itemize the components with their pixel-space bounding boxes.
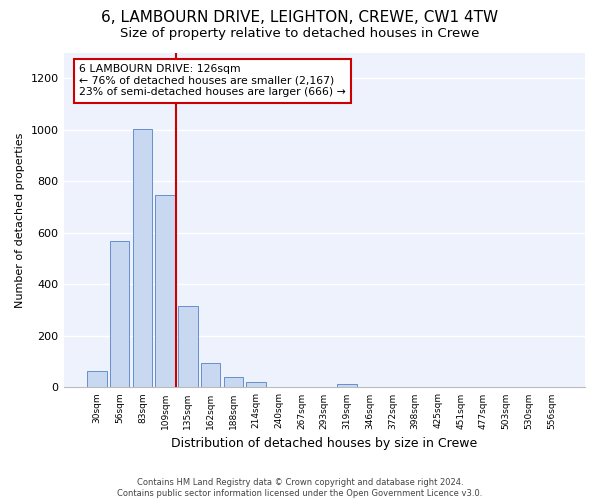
X-axis label: Distribution of detached houses by size in Crewe: Distribution of detached houses by size … [171, 437, 478, 450]
Text: 6 LAMBOURN DRIVE: 126sqm
← 76% of detached houses are smaller (2,167)
23% of sem: 6 LAMBOURN DRIVE: 126sqm ← 76% of detach… [79, 64, 346, 98]
Bar [247, 382, 266, 388]
Bar [337, 384, 356, 388]
Bar [87, 370, 107, 388]
Bar [201, 363, 220, 388]
Text: Size of property relative to detached houses in Crewe: Size of property relative to detached ho… [121, 28, 479, 40]
Text: 6, LAMBOURN DRIVE, LEIGHTON, CREWE, CW1 4TW: 6, LAMBOURN DRIVE, LEIGHTON, CREWE, CW1 … [101, 10, 499, 25]
Bar [110, 240, 130, 388]
Bar [224, 377, 243, 388]
Text: Contains HM Land Registry data © Crown copyright and database right 2024.
Contai: Contains HM Land Registry data © Crown c… [118, 478, 482, 498]
Y-axis label: Number of detached properties: Number of detached properties [15, 132, 25, 308]
Bar [155, 196, 175, 388]
Bar [178, 306, 197, 388]
Bar [133, 128, 152, 388]
